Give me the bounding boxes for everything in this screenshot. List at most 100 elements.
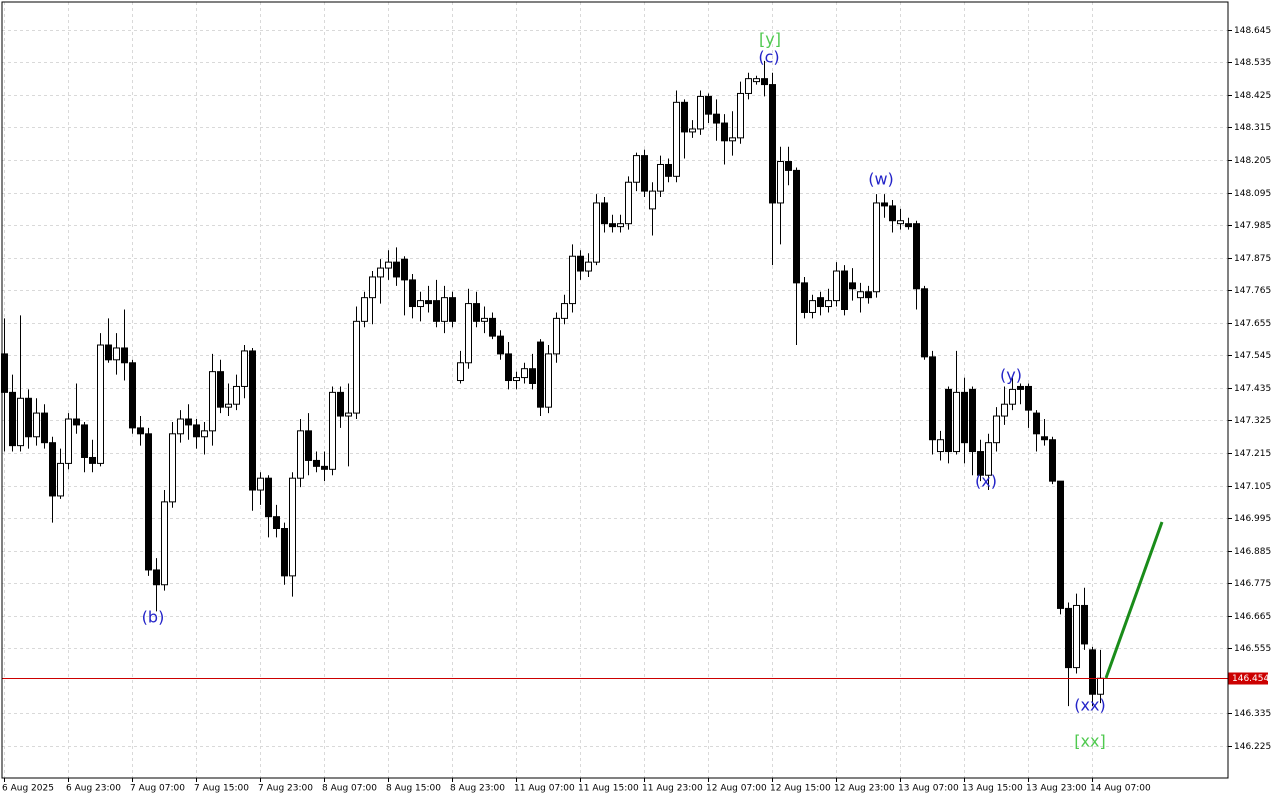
wave-label: (y) xyxy=(1000,366,1022,385)
candle-body xyxy=(609,223,616,228)
candle-body xyxy=(849,282,856,290)
candle-body xyxy=(89,456,96,464)
candle-body xyxy=(801,282,808,313)
candle-body xyxy=(873,202,880,293)
candle-body xyxy=(1097,677,1104,695)
candle-body xyxy=(745,78,752,94)
candle-body xyxy=(185,418,192,426)
candle-body xyxy=(577,255,584,272)
y-tick-label: 147.105 xyxy=(1234,482,1271,492)
price-label-box xyxy=(1228,672,1268,685)
candle-body xyxy=(953,391,960,453)
candle-body xyxy=(201,430,208,438)
candle-body xyxy=(545,353,552,408)
candle-body xyxy=(457,362,464,382)
price-label: 146.454 xyxy=(1232,674,1269,684)
candle-body xyxy=(1073,604,1080,669)
x-tick-label: 8 Aug 15:00 xyxy=(386,784,441,794)
x-tick-label: 13 Aug 07:00 xyxy=(898,784,959,794)
candle-body xyxy=(945,388,952,453)
candle-body xyxy=(441,297,448,322)
candle-body xyxy=(385,261,392,269)
candle-body xyxy=(425,300,432,305)
candle-body xyxy=(913,223,920,290)
candle-body xyxy=(753,78,760,83)
candle-body xyxy=(769,84,776,204)
x-tick-label: 6 Aug 23:00 xyxy=(66,784,121,794)
candle-body xyxy=(1025,385,1032,411)
candle-body xyxy=(865,291,872,299)
candle-body xyxy=(905,223,912,228)
x-tick-label: 8 Aug 07:00 xyxy=(322,784,377,794)
candle-body xyxy=(65,418,72,464)
candle-body xyxy=(177,418,184,435)
candle-body xyxy=(1033,412,1040,435)
x-tick-label: 7 Aug 23:00 xyxy=(258,784,313,794)
plot-frame xyxy=(1,1,1229,779)
candle-body xyxy=(617,223,624,228)
candle-body xyxy=(969,388,976,453)
labels: 148.645 148.535 148.425 148.315 148.205 148.0… xyxy=(2,26,1271,794)
candle-body xyxy=(41,412,48,444)
candle-body xyxy=(161,501,168,586)
candle-body xyxy=(657,163,664,192)
x-tick-label: 11 Aug 23:00 xyxy=(642,784,703,794)
y-tick-label: 147.875 xyxy=(1234,254,1271,264)
candle-body xyxy=(241,350,248,387)
candle-body xyxy=(81,424,88,458)
candle-body xyxy=(225,403,232,408)
y-tick-label: 146.885 xyxy=(1234,547,1271,557)
candle-body xyxy=(521,368,528,379)
y-tick-label: 147.655 xyxy=(1234,319,1271,329)
candle-body xyxy=(353,320,360,414)
candle-body xyxy=(105,344,112,361)
candle-body xyxy=(1081,604,1088,645)
candle-body xyxy=(321,465,328,470)
candle-body xyxy=(897,220,904,225)
candle-body xyxy=(73,418,80,426)
candle-body xyxy=(593,202,600,263)
candle-body xyxy=(689,128,696,133)
candle-body xyxy=(737,92,744,139)
candle-body xyxy=(393,261,400,278)
y-tick-label: 146.335 xyxy=(1234,709,1271,719)
y-tick-label: 148.315 xyxy=(1234,123,1271,133)
candle-body xyxy=(881,202,888,207)
candle-body xyxy=(369,276,376,299)
candle-body xyxy=(553,317,560,355)
candle-body xyxy=(889,205,896,222)
candle-body xyxy=(113,347,120,361)
candle-body xyxy=(265,477,272,518)
candle-body xyxy=(665,163,672,177)
candle-body xyxy=(713,113,720,124)
candle-body xyxy=(57,462,64,497)
y-tick-label: 147.325 xyxy=(1234,416,1271,426)
candle-body xyxy=(481,317,488,322)
candle-body xyxy=(681,101,688,133)
candle-body xyxy=(977,451,984,476)
candle-body xyxy=(497,335,504,355)
wave-label: (xx) xyxy=(1074,696,1105,715)
candle-body xyxy=(25,397,32,438)
y-tick-label: 148.095 xyxy=(1234,189,1271,199)
candle-body xyxy=(97,344,104,464)
candle-body xyxy=(697,95,704,130)
candle-body xyxy=(249,350,256,491)
candle-body xyxy=(449,297,456,322)
candle-body xyxy=(153,569,160,586)
candle-body xyxy=(361,297,368,322)
candle-body xyxy=(833,270,840,302)
candle-body xyxy=(937,439,944,453)
x-tick-label: 8 Aug 23:00 xyxy=(450,784,505,794)
candle-body xyxy=(337,391,344,417)
candle-body xyxy=(257,477,264,491)
candles xyxy=(1,60,1228,707)
candle-body xyxy=(1049,439,1056,482)
candle-body xyxy=(1001,403,1008,417)
candle-body xyxy=(625,181,632,225)
candle-body xyxy=(561,303,568,319)
candle-body xyxy=(1041,436,1048,441)
y-tick-label: 146.225 xyxy=(1234,742,1271,752)
candle-body xyxy=(273,516,280,530)
